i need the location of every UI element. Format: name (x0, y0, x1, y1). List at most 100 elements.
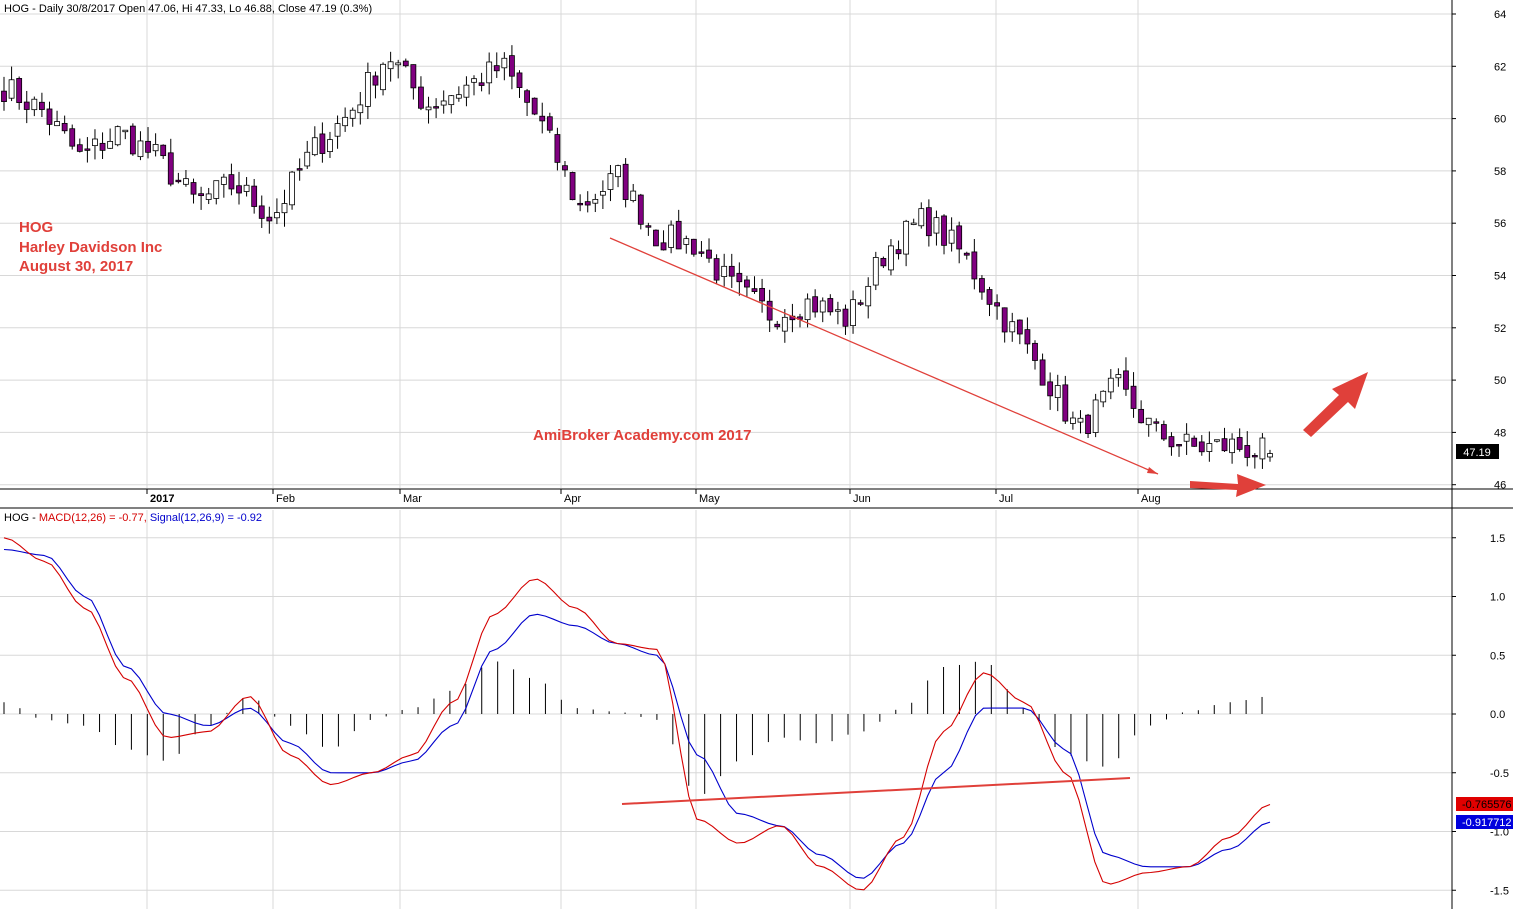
macd-histogram (3, 661, 1263, 794)
candle-body (1062, 384, 1069, 422)
watermark: AmiBroker Academy.com 2017 (533, 427, 751, 444)
candle-body (493, 65, 500, 72)
candle-body (774, 323, 781, 328)
macd-header-macd: MACD(12,26) = -0.77, (39, 512, 147, 524)
candle-body (372, 75, 379, 86)
candle-body (463, 84, 470, 98)
candle-body (319, 133, 326, 154)
candle-body (948, 229, 955, 244)
candle-body (455, 94, 462, 99)
signal-line (3, 548, 1271, 879)
candle-body (956, 225, 963, 250)
candle-body (1009, 321, 1016, 333)
candle-body (592, 199, 599, 204)
candle-body (349, 109, 356, 119)
candle-body (1153, 421, 1160, 424)
candle-body (1168, 436, 1175, 448)
candle-body (448, 95, 455, 106)
candle-body (107, 140, 114, 149)
candle-body (1024, 329, 1031, 345)
macd-header: HOG - MACD(12,26) = -0.77, Signal(12,26,… (4, 512, 262, 524)
price-tick-label: 52 (1494, 323, 1506, 335)
macd-value-label: -0.765576 (1462, 799, 1512, 811)
candle-body (1100, 390, 1107, 403)
flat-arrow (1190, 474, 1266, 497)
candle-body (1123, 370, 1129, 390)
candle-body (1267, 453, 1273, 458)
candle-body (1191, 437, 1198, 447)
candle-body (418, 86, 424, 109)
price-trendline-arrowhead (1147, 467, 1158, 474)
candle-body (933, 217, 940, 234)
macd-header-signal: Signal(12,26,9) = -0.92 (150, 512, 262, 524)
signal-value-box (1456, 815, 1513, 829)
candle-body (23, 101, 30, 110)
candle-body (1183, 433, 1190, 442)
candle-body (114, 126, 121, 146)
candle-body (698, 251, 705, 254)
candle-body (1206, 443, 1213, 452)
candle-body (1, 90, 7, 103)
candle-body (675, 220, 682, 250)
candle-body (706, 249, 712, 259)
candle-body (736, 272, 743, 283)
candle-body (630, 190, 637, 201)
candle-body (872, 257, 879, 286)
company-annotation: Harley Davidson Inc (19, 239, 162, 256)
candle-body (92, 138, 98, 147)
date-tick-label: Apr (564, 493, 581, 505)
date-tick-label: Jun (853, 493, 871, 505)
candle-body (539, 115, 546, 122)
candle-body (546, 116, 553, 131)
candle-body (281, 203, 288, 214)
price-tick-label: 64 (1494, 9, 1506, 21)
candle-body (39, 101, 45, 110)
candle-body (311, 137, 318, 156)
price-tick-label: 46 (1494, 480, 1506, 492)
candle-body (251, 185, 258, 207)
price-tick-label: 48 (1494, 427, 1506, 439)
candle-body (1214, 439, 1220, 442)
date-tick-label: Aug (1141, 493, 1161, 505)
candle-body (524, 90, 530, 103)
price-tick-label: 56 (1494, 218, 1506, 230)
candle-body (433, 106, 440, 109)
candle-body (220, 176, 227, 185)
candle-body (84, 148, 91, 151)
candle-body (584, 201, 591, 206)
candle-body (1176, 444, 1182, 447)
candle-body (683, 238, 690, 245)
candle-body (888, 245, 894, 271)
candle-body (76, 144, 83, 152)
candle-body (258, 205, 265, 219)
candle-body (1259, 437, 1266, 460)
candle-body (1160, 424, 1167, 440)
price-tick-label: 60 (1494, 114, 1506, 126)
candle-body (357, 104, 364, 114)
price-header: HOG - Daily 30/8/2017 Open 47.06, Hi 47.… (4, 3, 372, 15)
macd-value-box (1456, 797, 1513, 811)
candle-body (713, 258, 720, 281)
candle-body (509, 55, 515, 77)
candle-body (228, 174, 235, 190)
candle-body (213, 180, 220, 199)
macd-tick-label: 1.5 (1490, 533, 1505, 545)
macd-tick-label: 1.0 (1490, 592, 1505, 604)
candle-body (1229, 438, 1235, 454)
candle-body (645, 225, 652, 228)
macd-header-prefix: HOG - (4, 512, 39, 524)
candle-body (637, 194, 644, 225)
candle-body (266, 216, 273, 222)
candle-body (850, 299, 856, 327)
candle-body (918, 208, 925, 227)
candle-body (380, 63, 386, 91)
candle-body (1092, 399, 1099, 433)
candle-body (531, 97, 538, 115)
candle-body (1107, 377, 1114, 393)
candle-body (296, 168, 303, 171)
candle-body (471, 78, 477, 83)
price-tick-label: 54 (1494, 271, 1506, 283)
